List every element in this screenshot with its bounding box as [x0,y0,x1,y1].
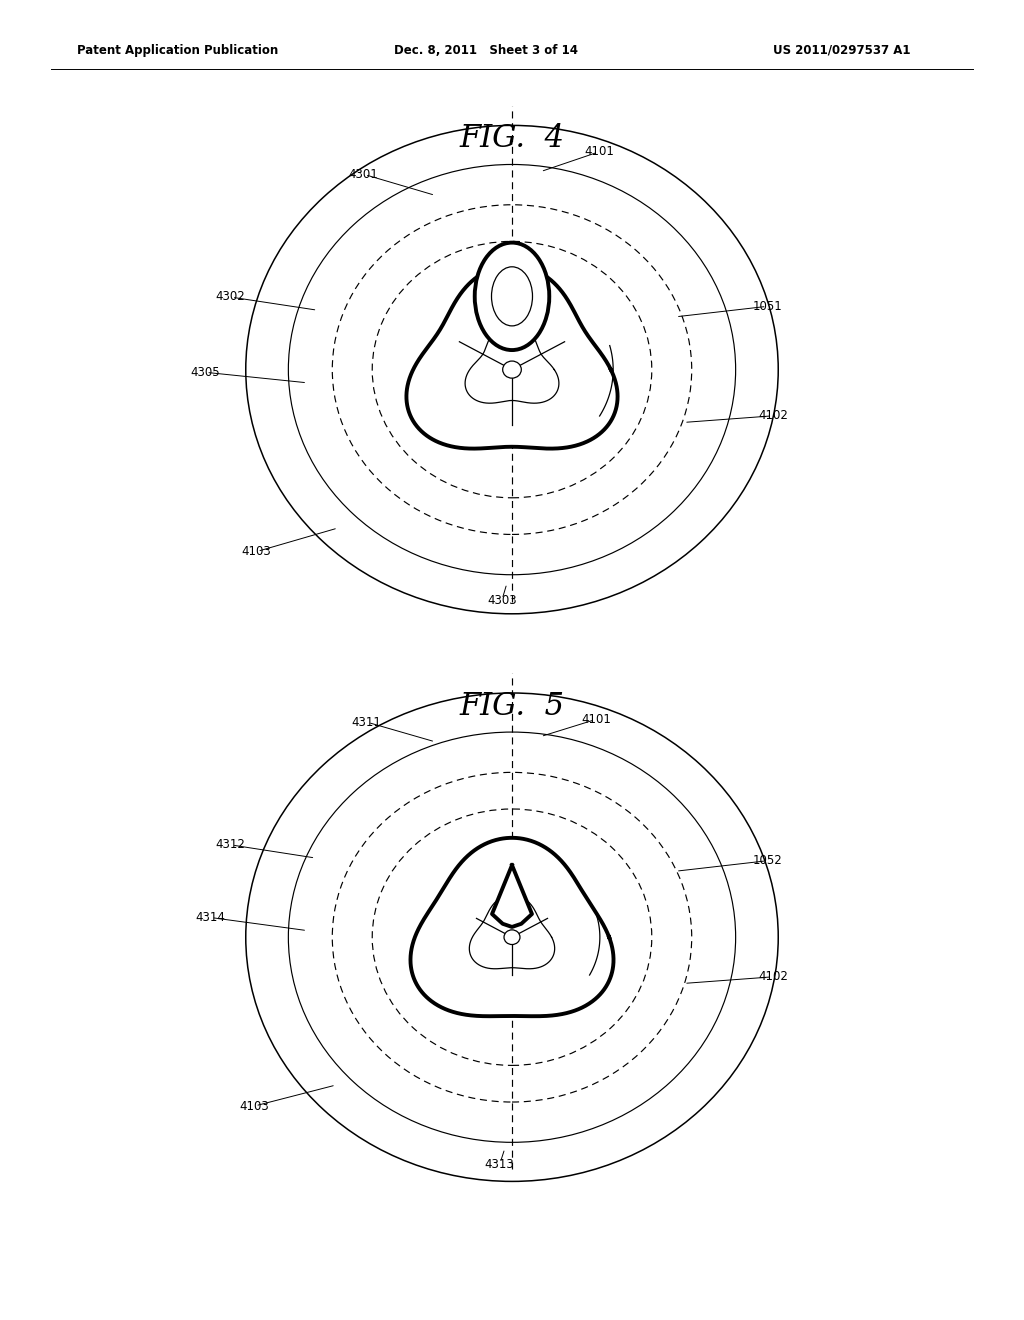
Text: 4103: 4103 [241,545,271,558]
Text: 4311: 4311 [351,715,382,729]
Text: 4312: 4312 [215,838,246,851]
Text: 4103: 4103 [239,1100,269,1113]
Ellipse shape [503,362,521,378]
Ellipse shape [475,243,549,350]
Polygon shape [411,838,613,1016]
Text: 4102: 4102 [758,409,788,422]
Text: Patent Application Publication: Patent Application Publication [77,44,279,57]
Text: FIG.  5: FIG. 5 [460,690,564,722]
Text: 4302: 4302 [215,290,246,304]
Text: 4102: 4102 [758,970,788,983]
Text: 4301: 4301 [348,168,379,181]
Text: 4305: 4305 [190,366,219,379]
Text: 4303: 4303 [487,594,516,607]
Polygon shape [407,265,617,449]
Text: 4314: 4314 [195,911,225,924]
Text: 4313: 4313 [484,1158,515,1171]
Polygon shape [492,865,532,927]
Ellipse shape [504,929,520,945]
Text: US 2011/0297537 A1: US 2011/0297537 A1 [773,44,910,57]
Text: 4101: 4101 [581,713,611,726]
Text: FIG.  4: FIG. 4 [460,123,564,154]
Text: 1051: 1051 [753,300,783,313]
Text: 4101: 4101 [584,145,614,158]
Text: Dec. 8, 2011   Sheet 3 of 14: Dec. 8, 2011 Sheet 3 of 14 [394,44,579,57]
Text: 1052: 1052 [753,854,783,867]
